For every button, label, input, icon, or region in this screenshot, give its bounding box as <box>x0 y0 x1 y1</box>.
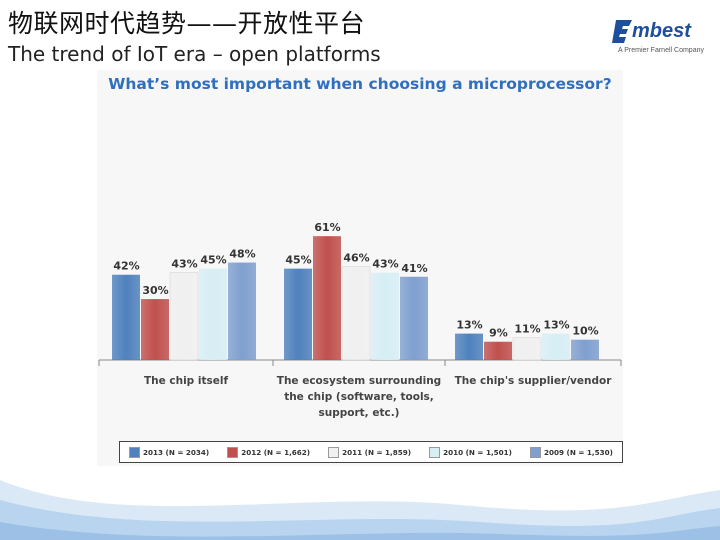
legend-label: 2010 (N = 1,501) <box>443 447 512 457</box>
bar <box>371 272 399 360</box>
bar <box>455 333 483 360</box>
logo-e-mark-icon <box>612 20 632 43</box>
embest-logo: mbest A Premier Farnell Company <box>612 14 712 64</box>
legend-swatch <box>328 446 340 458</box>
legend-label: 2013 (N = 2034) <box>143 447 210 457</box>
bar-data-label: 10% <box>572 325 598 338</box>
bar-data-label: 45% <box>285 254 311 267</box>
legend-entry: 2011 (N = 1,859) <box>328 446 412 458</box>
bar <box>169 272 199 361</box>
bar <box>112 274 140 360</box>
chart-title: What’s most important when choosing a mi… <box>108 75 612 93</box>
category-tick-label: the chip (software, tools, <box>284 391 434 403</box>
bar-data-label: 45% <box>200 254 226 267</box>
bar-chart: What’s most important when choosing a mi… <box>97 70 623 466</box>
bar-data-label: 48% <box>229 248 255 261</box>
bar <box>141 299 169 360</box>
legend-entry: 2010 (N = 1,501) <box>429 446 512 458</box>
bar <box>571 339 599 360</box>
bar <box>228 262 256 360</box>
category-tick-label: The ecosystem surrounding <box>277 375 441 387</box>
bar-data-label: 11% <box>514 323 540 336</box>
legend-swatch <box>129 446 141 458</box>
bar <box>400 276 428 360</box>
chart-legend: 2013 (N = 2034) 2012 (N = 1,662) 2011 (N =… <box>119 441 623 463</box>
bar <box>341 266 371 361</box>
legend-label: 2011 (N = 1,859) <box>342 447 412 457</box>
legend-swatch <box>530 446 542 458</box>
bar <box>199 268 227 360</box>
bar <box>313 236 341 360</box>
bar <box>284 268 312 360</box>
bar <box>512 337 542 361</box>
legend-entry: 2012 (N = 1,662) <box>227 446 311 458</box>
legend-entry: 2013 (N = 2034) <box>129 446 210 458</box>
bar-data-label: 13% <box>543 319 569 332</box>
category-tick-label: The chip's supplier/vendor <box>455 375 613 387</box>
legend-label: 2012 (N = 1,662) <box>241 447 311 457</box>
slide-title-english: The trend of IoT era – open platforms <box>8 42 381 66</box>
bar <box>484 341 512 360</box>
legend-entry: 2009 (N = 1,530) <box>530 446 613 458</box>
bar-data-label: 9% <box>489 327 508 340</box>
legend-label: 2009 (N = 1,530) <box>544 447 613 457</box>
legend-swatch <box>227 446 239 458</box>
bar <box>542 333 570 360</box>
decorative-wave <box>0 480 720 540</box>
bar-data-label: 42% <box>113 260 139 273</box>
bar-data-label: 61% <box>314 221 340 234</box>
slide-title-chinese: 物联网时代趋势——开放性平台 <box>8 9 366 38</box>
bar-data-label: 43% <box>171 258 197 271</box>
bar-data-label: 41% <box>401 262 427 275</box>
category-tick-label: support, etc.) <box>319 407 400 419</box>
bar-data-label: 13% <box>456 319 482 332</box>
bar-data-label: 30% <box>142 284 168 297</box>
legend-swatch <box>429 446 441 458</box>
logo-wordmark: mbest <box>632 20 691 42</box>
bar-data-label: 46% <box>343 252 369 265</box>
bar-data-label: 43% <box>372 258 398 271</box>
category-tick-label: The chip itself <box>144 375 228 387</box>
logo-tagline: A Premier Farnell Company <box>618 47 704 54</box>
